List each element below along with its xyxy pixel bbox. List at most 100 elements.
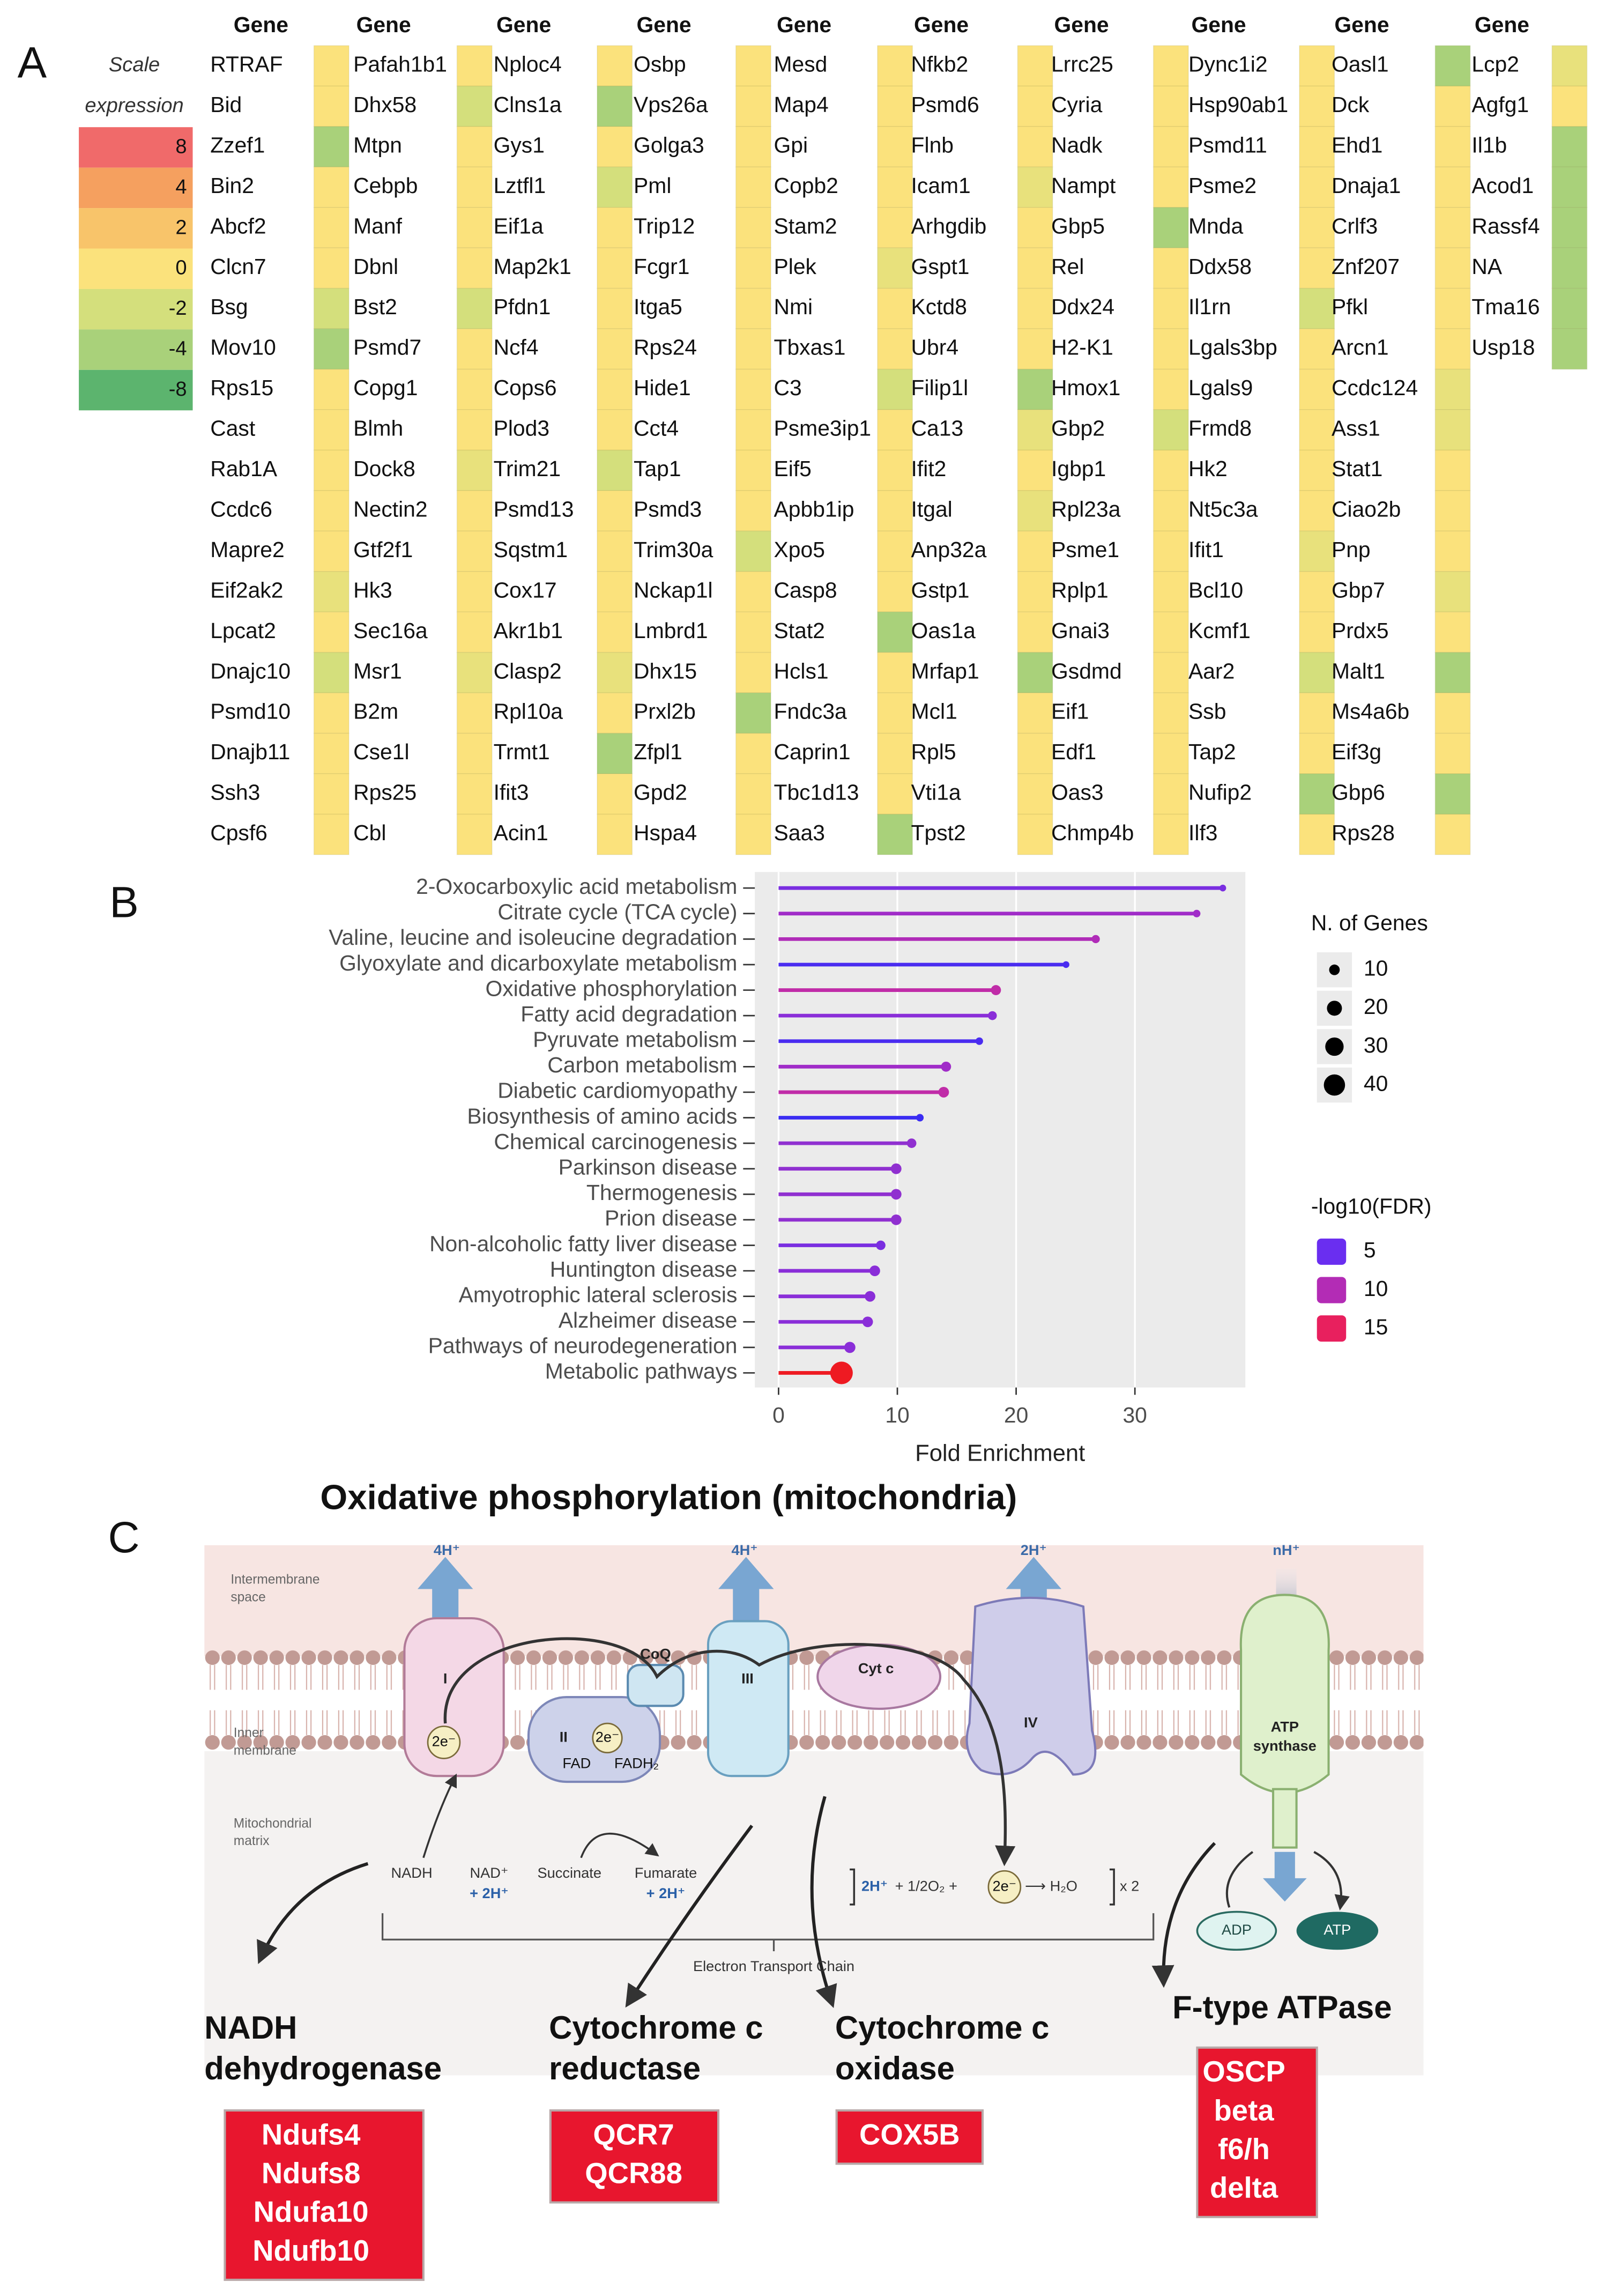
gene-label: f6/h <box>1218 2133 1270 2166</box>
substrate-label: NAD⁺ <box>470 1864 508 1881</box>
expression-cell <box>597 611 633 653</box>
proton-label: 4H⁺ <box>434 1542 460 1558</box>
gene-name: Aar2 <box>1188 658 1235 683</box>
gene-name: Rassf4 <box>1471 213 1540 238</box>
expression-cell <box>1153 571 1189 613</box>
expression-cell <box>456 287 493 329</box>
expression-cell <box>735 449 771 491</box>
pointer-arrow <box>625 1824 754 2008</box>
scale-label: -8 <box>169 377 187 401</box>
expression-cell <box>877 813 913 855</box>
gene-name: Gys1 <box>494 132 545 157</box>
expression-cell <box>1551 45 1588 87</box>
expression-cell <box>1153 732 1189 774</box>
expression-cell <box>456 813 493 855</box>
expression-cell <box>456 328 493 370</box>
expression-cell <box>1551 166 1588 208</box>
legend-label: 20 <box>1364 994 1388 1019</box>
expression-cell <box>1434 490 1471 532</box>
gene-box <box>549 2109 720 2204</box>
diagram <box>204 1545 1424 2076</box>
scale-label: 8 <box>175 135 187 158</box>
gene-name: Mov10 <box>210 335 276 360</box>
column-header: Gene <box>234 12 288 37</box>
expression-cell <box>877 611 913 653</box>
gene-name: Rpl23a <box>1051 497 1121 521</box>
expression-cell <box>1153 166 1189 208</box>
expression-cell <box>1017 651 1053 693</box>
expression-cell <box>1551 328 1588 370</box>
gene-name: Dhx58 <box>353 92 417 117</box>
expression-cell <box>1153 651 1189 693</box>
gene-name: C3 <box>774 375 802 400</box>
expression-cell <box>456 85 493 127</box>
legend-label: 30 <box>1364 1033 1388 1057</box>
expression-cell <box>1299 126 1335 168</box>
gene-name: Trip12 <box>634 213 695 238</box>
expression-cell <box>456 732 493 774</box>
gene-name: Stat1 <box>1332 456 1382 481</box>
region-label: Mitochondrial <box>234 1817 312 1831</box>
expression-cell <box>1017 45 1053 87</box>
expression-cell <box>597 490 633 532</box>
gene-name: Mapre2 <box>210 537 284 562</box>
gene-name: Tpst2 <box>911 820 966 845</box>
gene-name: Rps15 <box>210 375 273 400</box>
expression-cell <box>1017 166 1053 208</box>
expression-cell <box>456 651 493 693</box>
scale-label: -4 <box>169 337 187 360</box>
gene-name: Bsg <box>210 294 248 319</box>
electron <box>987 1870 1022 1904</box>
complex-label: I <box>443 1670 448 1687</box>
legend-size-dot <box>1324 1074 1345 1096</box>
expression-cell <box>313 85 350 127</box>
gene-name: Bin2 <box>210 173 254 198</box>
gene-name: Zfpl1 <box>634 739 682 764</box>
region-label: space <box>231 1590 265 1604</box>
expression-cell <box>1434 813 1471 855</box>
expression-cell <box>1153 247 1189 289</box>
expression-cell <box>1153 207 1189 249</box>
expression-cell <box>313 287 350 329</box>
gene-name: B2m <box>353 699 398 724</box>
expression-cell <box>456 247 493 289</box>
expression-cell <box>735 328 771 370</box>
expression-cell <box>313 490 350 532</box>
expression-cell <box>1017 530 1053 572</box>
expression-cell <box>1434 45 1471 87</box>
atp <box>1296 1912 1379 1950</box>
expression-cell <box>1299 692 1335 734</box>
complex-label: synthase <box>1253 1737 1317 1754</box>
expression-cell <box>1153 287 1189 329</box>
expression-cell <box>597 449 633 491</box>
gene-box <box>1196 2046 1318 2218</box>
gene-name: Osbp <box>634 52 686 77</box>
category-label: Oxidative phosphorylation <box>485 976 737 1001</box>
expression-cell <box>735 247 771 289</box>
category-label: Prion disease <box>605 1206 737 1231</box>
gene-name: Mrfap1 <box>911 658 979 683</box>
gene-name: Psme2 <box>1188 173 1256 198</box>
gene-box <box>224 2109 425 2281</box>
expression-cell <box>597 409 633 451</box>
gene-name: Lcp2 <box>1471 52 1519 77</box>
expression-cell <box>1434 773 1471 815</box>
proton-arrow <box>1006 1557 1062 1607</box>
expression-cell <box>735 611 771 653</box>
gene-name: Eif3g <box>1332 739 1381 764</box>
expression-cell <box>735 692 771 734</box>
scale-swatch <box>79 248 193 289</box>
gene-name: Akr1b1 <box>494 618 563 643</box>
gene-name: Il1rn <box>1188 294 1231 319</box>
expression-cell <box>1017 287 1053 329</box>
expression-cell <box>597 45 633 87</box>
legend-size-dot <box>1325 1037 1344 1056</box>
legend-title: -log10(FDR) <box>1311 1194 1432 1218</box>
gene-name: Gnai3 <box>1051 618 1110 643</box>
gene-name: Nadk <box>1051 132 1103 157</box>
expression-cell <box>456 530 493 572</box>
lollipop-dot <box>1062 961 1069 968</box>
expression-cell <box>1153 126 1189 168</box>
gene-name: Abcf2 <box>210 213 266 238</box>
gene-name: Dbnl <box>353 254 398 279</box>
